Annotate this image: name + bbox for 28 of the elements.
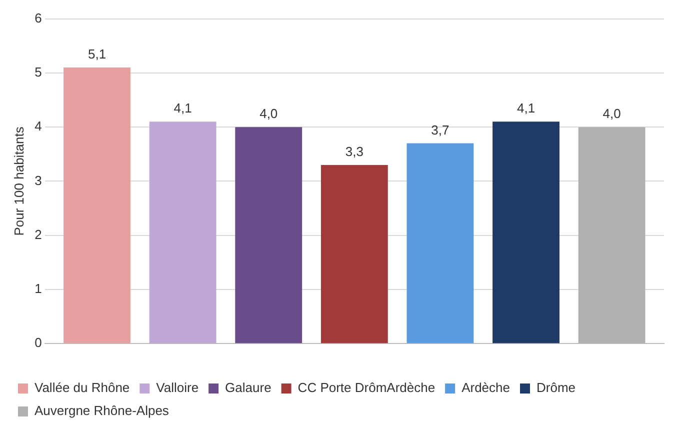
bar xyxy=(320,164,388,344)
data-label: 3,3 xyxy=(345,144,364,160)
y-axis-title: Pour 100 habitants xyxy=(11,126,26,236)
legend-label: CC Porte DrômArdèche xyxy=(298,380,436,396)
data-label: 3,7 xyxy=(431,122,450,138)
legend-label: Drôme xyxy=(536,380,576,396)
legend-label: Ardèche xyxy=(462,380,510,396)
data-label: 4,1 xyxy=(174,100,192,116)
legend-label: Auvergne Rhône-Alpes xyxy=(34,403,170,418)
bar xyxy=(64,68,130,344)
legend-label: Galaure xyxy=(225,380,272,396)
data-label: 4,0 xyxy=(602,106,621,122)
data-label: 5,1 xyxy=(88,46,106,62)
y-tick-label: 0 xyxy=(34,335,42,350)
y-tick-label: 2 xyxy=(34,226,42,242)
legend-label: Valloire xyxy=(156,380,199,396)
y-tick-label: 6 xyxy=(34,10,42,26)
y-tick-label: 5 xyxy=(34,64,42,80)
bar xyxy=(149,122,216,344)
y-tick-label: 3 xyxy=(34,172,42,188)
bar xyxy=(406,143,474,344)
y-tick-label: 4 xyxy=(34,118,42,134)
data-label: 4,0 xyxy=(260,106,278,122)
data-label: 4,1 xyxy=(516,100,536,116)
bar xyxy=(235,127,302,344)
legend-label: Vallée du Rhône xyxy=(34,380,130,396)
bar xyxy=(492,122,560,344)
y-tick-label: 1 xyxy=(34,281,42,296)
